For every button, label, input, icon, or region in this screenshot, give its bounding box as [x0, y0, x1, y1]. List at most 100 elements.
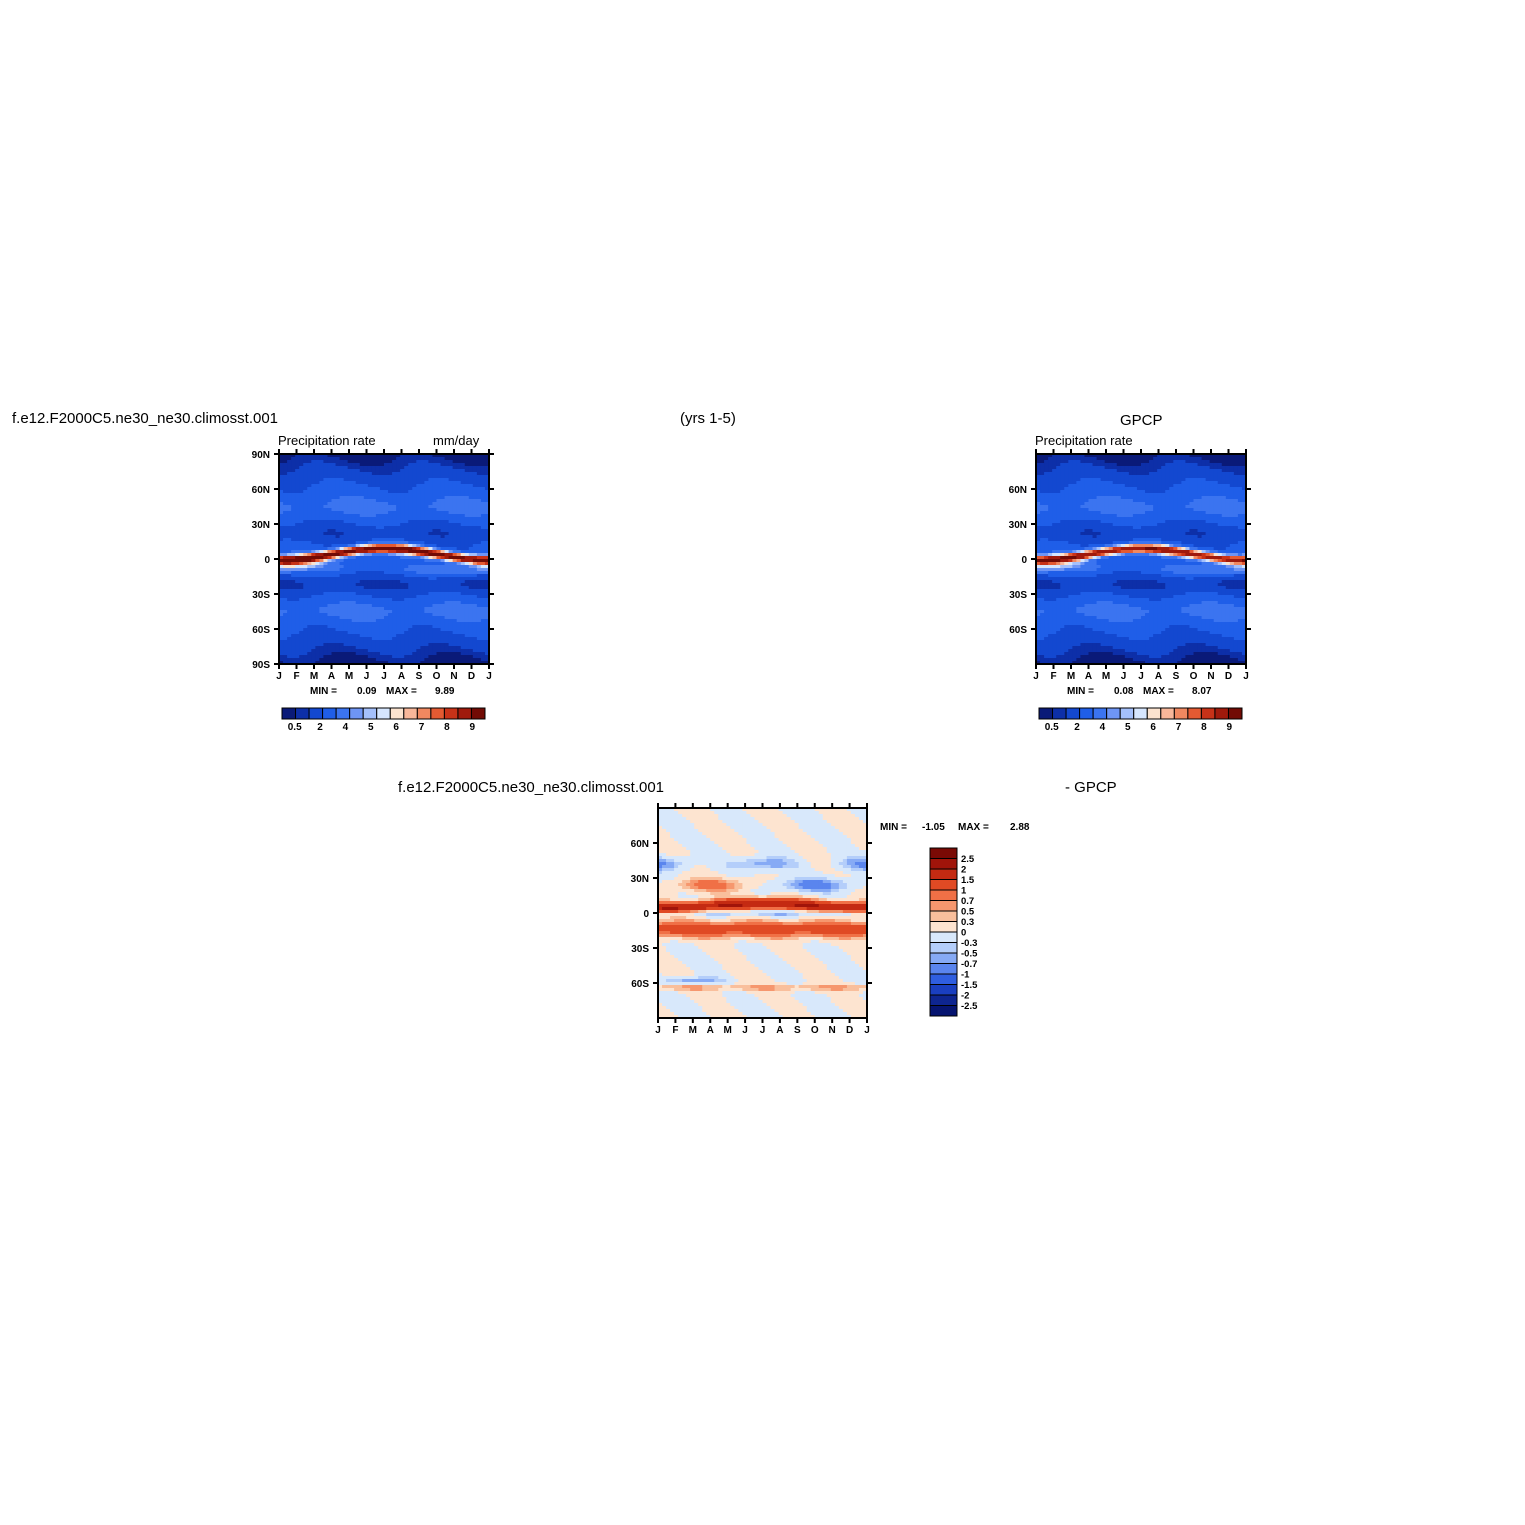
contour-cell	[331, 568, 337, 572]
contour-cell	[355, 583, 361, 587]
contour-cell	[307, 661, 312, 665]
contour-cell	[448, 586, 454, 590]
contour-cell	[400, 625, 405, 629]
contour-cell	[1084, 469, 1090, 473]
contour-cell	[303, 511, 308, 515]
contour-cell	[1056, 517, 1061, 521]
contour-cell	[363, 661, 369, 665]
contour-cell	[371, 571, 377, 575]
contour-cell	[1056, 496, 1061, 500]
contour-cell	[448, 463, 454, 467]
contour-cell	[1044, 499, 1049, 503]
contour-cell	[347, 508, 353, 512]
contour-cell	[347, 490, 353, 494]
contour-cell	[1112, 457, 1118, 461]
contour-cell	[1072, 457, 1077, 461]
contour-cell	[404, 616, 409, 620]
contour-cell	[299, 493, 304, 497]
contour-cell	[388, 511, 393, 515]
contour-cell	[452, 661, 458, 665]
contour-cell	[416, 463, 421, 467]
contour-cell	[1072, 493, 1077, 497]
contour-cell	[1209, 508, 1215, 512]
contour-cell	[1237, 457, 1243, 461]
contour-cell	[1185, 490, 1191, 494]
contour-cell	[1233, 517, 1239, 521]
contour-cell	[456, 529, 462, 533]
contour-cell	[384, 460, 389, 464]
contour-cell	[456, 592, 462, 596]
contour-cell	[291, 583, 296, 587]
contour-cell	[331, 457, 337, 461]
contour-cell	[404, 481, 409, 485]
contour-cell	[432, 616, 438, 620]
contour-cell	[1145, 457, 1150, 461]
contour-cell	[347, 538, 353, 542]
contour-cell	[367, 562, 373, 566]
contour-cell	[480, 487, 486, 491]
contour-cell	[1132, 517, 1138, 521]
contour-cell	[327, 661, 333, 665]
contour-cell	[1157, 487, 1162, 491]
contour-cell	[1048, 499, 1053, 503]
contour-cell	[1092, 511, 1098, 515]
contour-cell	[287, 469, 292, 473]
contour-cell	[379, 604, 385, 608]
contour-cell	[1116, 466, 1122, 470]
contour-cell	[379, 658, 385, 662]
contour-cell	[444, 496, 450, 500]
contour-cell	[311, 604, 316, 608]
contour-cell	[1072, 487, 1077, 491]
contour-cell	[1153, 466, 1158, 470]
contour-cell	[367, 466, 373, 470]
contour-cell	[400, 610, 405, 614]
contour-cell	[404, 508, 409, 512]
contour-cell	[456, 610, 462, 614]
contour-cell	[396, 637, 401, 641]
contour-cell	[303, 616, 308, 620]
contour-cell	[379, 556, 385, 560]
contour-cell	[343, 505, 349, 509]
contour-cell	[303, 490, 308, 494]
contour-cell	[1217, 460, 1223, 464]
contour-cell	[1233, 463, 1239, 467]
contour-cell	[343, 454, 349, 458]
contour-cell	[1141, 499, 1146, 503]
contour-cell	[351, 640, 357, 644]
contour-cell	[412, 643, 417, 647]
contour-cell	[484, 517, 490, 521]
contour-cell	[388, 595, 393, 599]
contour-cell	[279, 655, 284, 659]
contour-cell	[367, 517, 373, 521]
contour-cell	[452, 637, 458, 641]
contour-cell	[472, 466, 478, 470]
contour-cell	[327, 598, 333, 602]
contour-cell	[363, 658, 369, 662]
contour-cell	[444, 646, 450, 650]
contour-cell	[355, 493, 361, 497]
contour-cell	[456, 484, 462, 488]
contour-cell	[396, 523, 401, 527]
contour-cell	[319, 490, 325, 494]
contour-cell	[299, 586, 304, 590]
contour-cell	[323, 541, 329, 545]
contour-cell	[1237, 466, 1243, 470]
contour-cell	[323, 589, 329, 593]
contour-cell	[367, 643, 373, 647]
contour-cell	[444, 607, 450, 611]
contour-cell	[392, 592, 397, 596]
contour-cell	[472, 613, 478, 617]
contour-cell	[335, 577, 341, 581]
contour-cell	[448, 589, 454, 593]
contour-cell	[1092, 454, 1098, 458]
contour-cell	[452, 592, 458, 596]
contour-cell	[460, 478, 466, 482]
contour-cell	[416, 535, 421, 539]
contour-cell	[347, 517, 353, 521]
contour-cell	[1217, 475, 1223, 479]
contour-cell	[1132, 472, 1138, 476]
contour-cell	[420, 550, 425, 554]
contour-cell	[307, 457, 312, 461]
contour-cell	[1169, 511, 1174, 515]
contour-cell	[1096, 523, 1102, 527]
